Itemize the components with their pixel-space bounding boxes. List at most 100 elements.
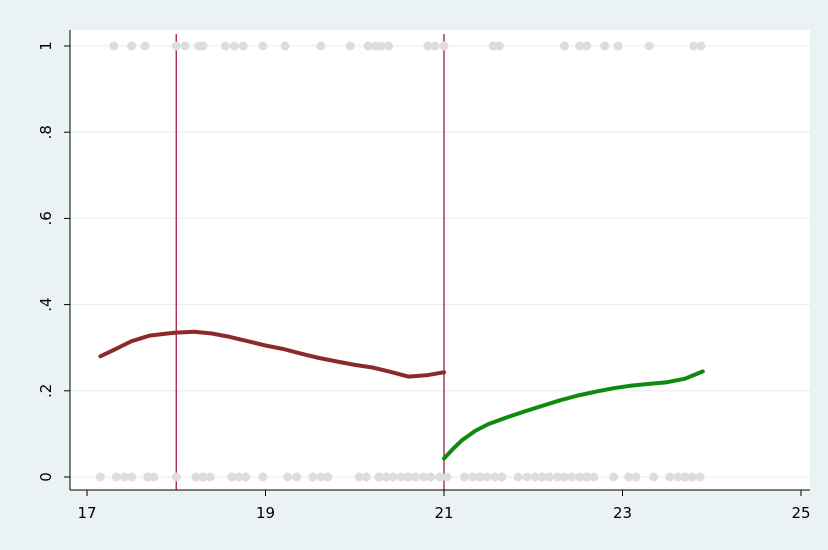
point-y0	[234, 472, 244, 482]
point-y1	[238, 41, 248, 51]
point-y1	[575, 41, 585, 51]
point-y0	[673, 472, 683, 482]
point-y0	[258, 472, 268, 482]
point-y0	[205, 472, 215, 482]
x-tick-label: 23	[613, 504, 632, 522]
axes	[69, 30, 810, 491]
point-y0	[410, 472, 420, 482]
point-y1	[280, 41, 290, 51]
point-y0	[497, 472, 507, 482]
point-y1	[600, 41, 610, 51]
point-y0	[544, 472, 554, 482]
point-y0	[680, 472, 690, 482]
point-y0	[435, 472, 445, 482]
point-y0	[308, 472, 318, 482]
point-y0	[624, 472, 634, 482]
point-y0	[241, 472, 251, 482]
point-y0	[127, 472, 137, 482]
point-y0	[490, 472, 500, 482]
point-y1	[582, 41, 592, 51]
point-y1	[696, 41, 706, 51]
x-tick-label: 17	[77, 504, 96, 522]
point-y0	[665, 472, 675, 482]
point-y0	[468, 472, 478, 482]
point-y1	[316, 41, 326, 51]
point-y0	[649, 472, 659, 482]
point-y0	[567, 472, 577, 482]
point-y0	[95, 472, 105, 482]
point-y0	[609, 472, 619, 482]
point-y0	[589, 472, 599, 482]
point-y1	[220, 41, 230, 51]
point-y1	[423, 41, 433, 51]
point-y0	[354, 472, 364, 482]
point-y1	[439, 41, 449, 51]
point-y0	[227, 472, 237, 482]
point-y0	[460, 472, 470, 482]
point-y0	[198, 472, 208, 482]
point-y0	[111, 472, 121, 482]
plot-area	[70, 30, 810, 490]
point-y0	[687, 472, 697, 482]
point-y0	[171, 472, 181, 482]
y-tick-label: .8	[37, 125, 55, 139]
point-y0	[191, 472, 201, 482]
point-y0	[552, 472, 562, 482]
point-y0	[361, 472, 371, 482]
point-y1	[171, 41, 181, 51]
point-y0	[388, 472, 398, 482]
point-y1	[370, 41, 380, 51]
point-y0	[403, 472, 413, 482]
point-y0	[695, 472, 705, 482]
point-y0	[119, 472, 129, 482]
point-y1	[494, 41, 504, 51]
point-y0	[418, 472, 428, 482]
point-y0	[582, 472, 592, 482]
point-y1	[377, 41, 387, 51]
point-y0	[283, 472, 293, 482]
point-y0	[316, 472, 326, 482]
point-y1	[258, 41, 268, 51]
point-y1	[644, 41, 654, 51]
point-y0	[559, 472, 569, 482]
point-y0	[482, 472, 492, 482]
x-ticks: 17 19 21 23 25	[77, 490, 811, 522]
point-y1	[430, 41, 440, 51]
point-y1	[613, 41, 623, 51]
point-y1	[127, 41, 137, 51]
point-y0	[575, 472, 585, 482]
series-line-2	[442, 369, 705, 461]
x-tick-label: 21	[434, 504, 453, 522]
point-y1	[384, 41, 394, 51]
point-y0	[374, 472, 384, 482]
point-y0	[381, 472, 391, 482]
point-y0	[631, 472, 641, 482]
point-y0	[522, 472, 532, 482]
point-y1	[488, 41, 498, 51]
y-tick-label: 0	[37, 472, 55, 482]
point-y1	[180, 41, 190, 51]
point-y0	[149, 472, 159, 482]
point-y1	[363, 41, 373, 51]
x-tick-label: 25	[791, 504, 810, 522]
point-y0	[475, 472, 485, 482]
x-tick-label: 19	[256, 504, 275, 522]
point-y0	[442, 472, 452, 482]
scatter-points	[95, 41, 706, 482]
point-y1	[109, 41, 119, 51]
point-y1	[689, 41, 699, 51]
point-y0	[323, 472, 333, 482]
point-y1	[140, 41, 150, 51]
y-tick-label: .4	[37, 297, 55, 311]
point-y1	[229, 41, 239, 51]
y-tick-label: .6	[37, 211, 55, 225]
point-y0	[537, 472, 547, 482]
point-y0	[396, 472, 406, 482]
series-line-1	[98, 329, 446, 379]
point-y1	[198, 41, 208, 51]
fitted-lines	[98, 329, 705, 461]
point-y0	[143, 472, 153, 482]
point-y0	[426, 472, 436, 482]
point-y1	[345, 41, 355, 51]
